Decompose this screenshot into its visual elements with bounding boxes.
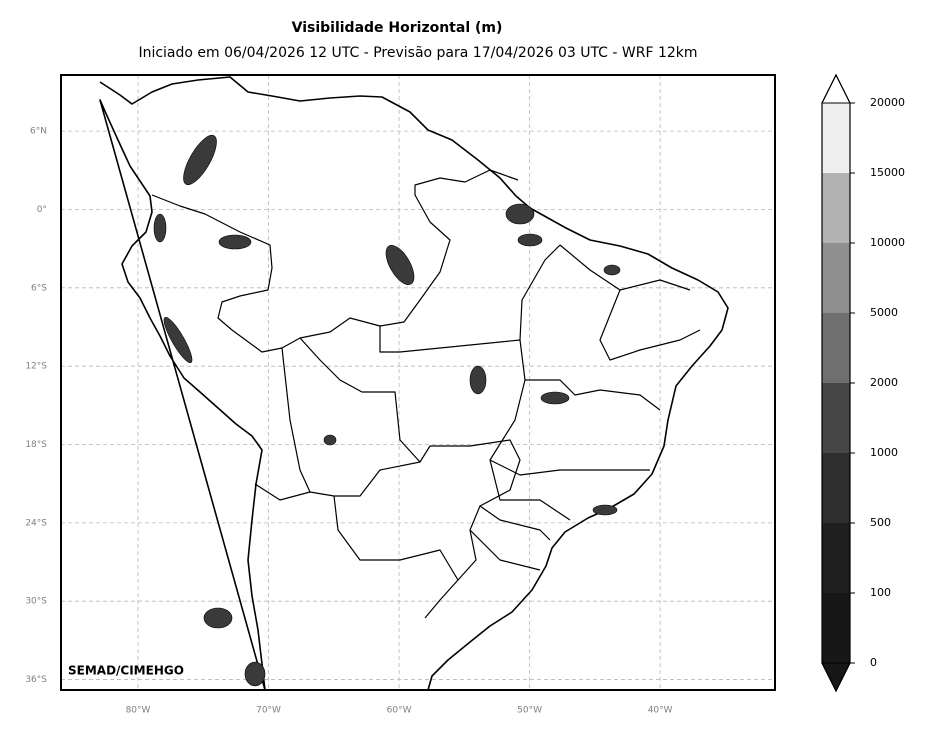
lon-tick-label: 60°W [387, 706, 412, 716]
grid [61, 75, 775, 690]
colorbar-under [821, 662, 851, 693]
colorbar-label: 10000 [870, 236, 905, 249]
lon-tick-label: 80°W [126, 706, 151, 716]
colorbar-segment [822, 103, 850, 173]
fog-area [517, 233, 543, 247]
lat-tick-label: 18°S [25, 440, 47, 450]
fog-area [218, 234, 252, 250]
fog-area [540, 391, 570, 405]
coastline [99, 76, 729, 691]
title: Visibilidade Horizontal (m) [292, 20, 503, 36]
lat-tick-label: 0° [37, 205, 47, 215]
colorbar-label: 15000 [870, 166, 905, 179]
colorbar-label: 5000 [870, 306, 898, 319]
colorbar-label: 500 [870, 516, 891, 529]
fog-area [385, 245, 415, 285]
colorbar: 0 100 500 1000 2000 5000 10000 15000 20000 [821, 73, 905, 693]
colorbar-segment [822, 453, 850, 523]
fog-area [183, 134, 217, 186]
colorbar-segment [822, 523, 850, 593]
lon-tick-label: 70°W [256, 706, 281, 716]
lat-tick-label: 36°S [25, 675, 47, 685]
colorbar-label: 2000 [870, 376, 898, 389]
lat-tick-label: 30°S [25, 597, 47, 607]
state-border [379, 244, 701, 571]
map-frame [60, 74, 776, 691]
colorbar-label: 0 [870, 656, 877, 669]
colorbar-segment [822, 593, 850, 663]
colorbar-segment [822, 383, 850, 453]
fog-area [505, 203, 535, 225]
lon-tick-label: 50°W [517, 706, 542, 716]
lat-tick-label: 6°S [31, 283, 47, 293]
map-shapes [99, 76, 729, 691]
fog-area [323, 434, 337, 446]
fog-area [163, 316, 193, 364]
lon-tick-label: 40°W [648, 706, 673, 716]
fog-area [153, 213, 167, 243]
colorbar-label: 20000 [870, 96, 905, 109]
lat-tick-label: 6°N [30, 127, 47, 137]
fog-area [469, 365, 487, 395]
colorbar-segment [822, 313, 850, 383]
credit: SEMAD/CIMEHGO [68, 664, 184, 678]
colorbar-segment [822, 173, 850, 243]
colorbar-over [821, 73, 851, 104]
lat-tick-label: 24°S [25, 518, 47, 528]
fog-area [203, 607, 233, 629]
fog-area [244, 661, 266, 687]
colorbar-label: 100 [870, 586, 891, 599]
lat-tick-label: 12°S [25, 362, 47, 372]
country-border [151, 169, 521, 619]
fog-area [592, 504, 618, 516]
colorbar-label: 1000 [870, 446, 898, 459]
fog-area [603, 264, 621, 276]
subtitle: Iniciado em 06/04/2026 12 UTC - Previsão… [138, 45, 697, 61]
colorbar-segment [822, 243, 850, 313]
